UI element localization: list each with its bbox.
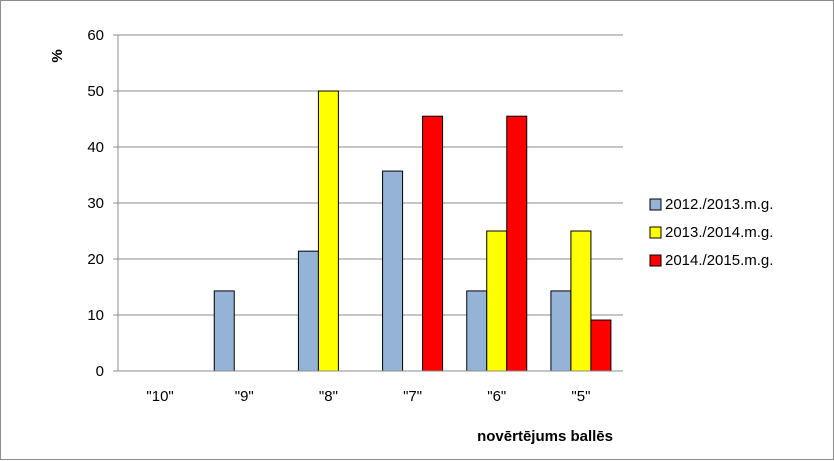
gridlines bbox=[118, 34, 623, 316]
legend-swatch bbox=[649, 226, 662, 239]
legend-swatch bbox=[649, 198, 662, 211]
bar bbox=[506, 115, 528, 372]
y-tick-label: 20 bbox=[87, 251, 104, 268]
bar bbox=[570, 230, 592, 372]
legend-swatch bbox=[649, 254, 662, 267]
axes bbox=[113, 34, 623, 372]
bar bbox=[550, 290, 572, 372]
legend: 2012./2013.m.g. 2013./2014.m.g. 2014./2015… bbox=[649, 196, 773, 269]
legend-label: 2012./2013.m.g. bbox=[665, 196, 773, 213]
legend-label: 2013./2014.m.g. bbox=[665, 224, 773, 241]
bars bbox=[213, 90, 612, 372]
y-tick-label: 0 bbox=[96, 363, 104, 380]
bar bbox=[382, 170, 404, 372]
y-tick-label: 40 bbox=[87, 139, 104, 156]
y-tick-label: 30 bbox=[87, 195, 104, 212]
x-tick-label: "10" bbox=[146, 388, 173, 405]
bar bbox=[486, 230, 508, 372]
y-tick-label: 50 bbox=[87, 83, 104, 100]
y-tick-label: 10 bbox=[87, 307, 104, 324]
bar bbox=[590, 319, 612, 372]
x-tick-label: "8" bbox=[319, 388, 338, 405]
x-tick-label: "7" bbox=[403, 388, 422, 405]
x-tick-label: "5" bbox=[571, 388, 590, 405]
bar bbox=[297, 250, 319, 372]
x-tick-label: "6" bbox=[487, 388, 506, 405]
bar bbox=[213, 290, 235, 372]
bar bbox=[466, 290, 488, 372]
bar bbox=[317, 90, 339, 372]
x-tick-label: "9" bbox=[235, 388, 254, 405]
y-tick-label: 60 bbox=[87, 27, 104, 44]
y-axis-title: % bbox=[49, 49, 66, 62]
tick-labels: 0 10 20 30 40 50 60 "10" "9" "8" "7" "6" "5" bbox=[87, 27, 590, 405]
bar bbox=[422, 115, 444, 372]
x-axis-title: novērtējums ballēs bbox=[477, 428, 613, 445]
legend-label: 2014./2015.m.g. bbox=[665, 252, 773, 269]
